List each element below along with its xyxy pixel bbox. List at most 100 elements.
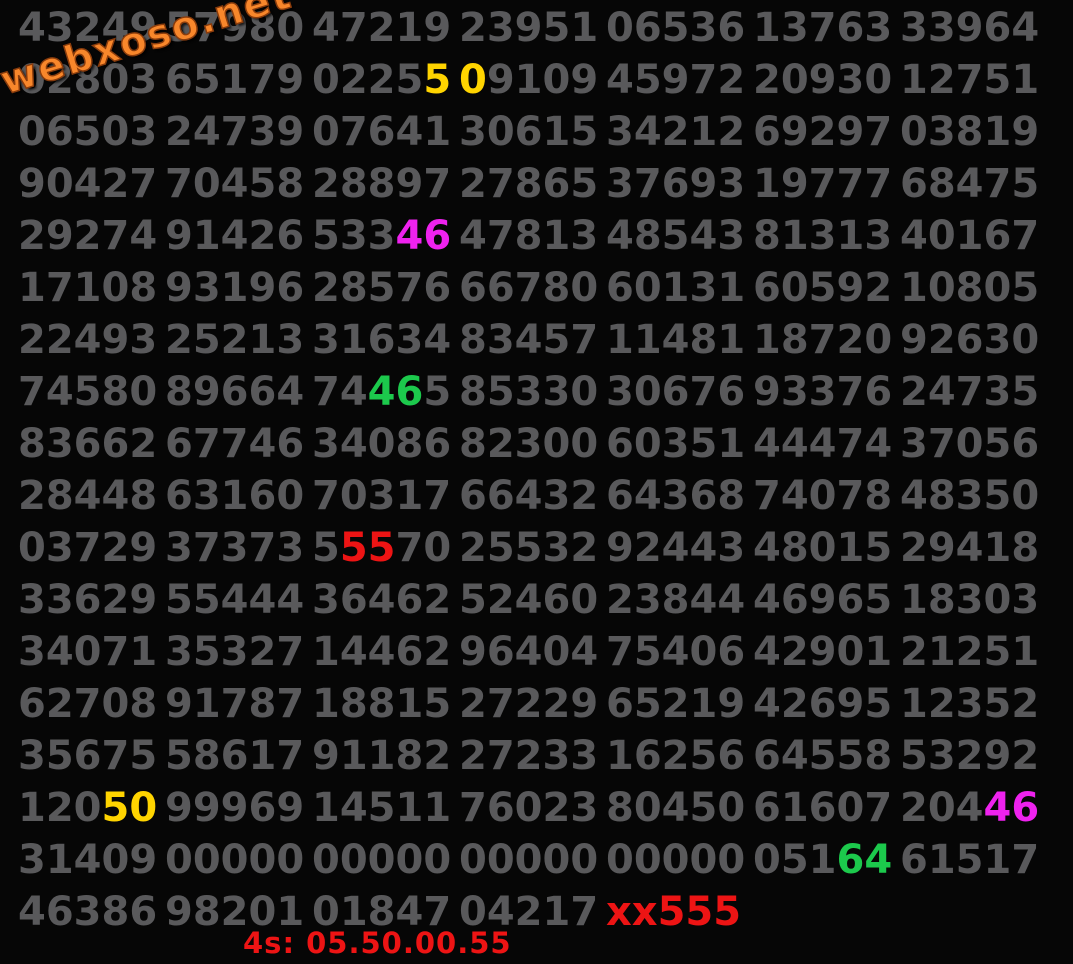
digits: 60592 <box>753 265 893 311</box>
digits: 48015 <box>753 525 893 571</box>
number-cell: 01847 <box>312 886 453 938</box>
number-cell: 67746 <box>165 418 306 470</box>
number-cell: 70317 <box>312 470 453 522</box>
digits: 74 <box>312 369 368 415</box>
digits: 93376 <box>753 369 893 415</box>
number-cell: 99969 <box>165 782 306 834</box>
number-cell: 53346 <box>312 210 453 262</box>
digits: 5 <box>423 369 452 415</box>
number-cell: 18720 <box>753 314 894 366</box>
number-cell: 19777 <box>753 158 894 210</box>
highlighted-digits: 46 <box>367 369 424 415</box>
digits: 60351 <box>606 421 746 467</box>
number-cell: 60351 <box>606 418 747 470</box>
digits: 96404 <box>459 629 599 675</box>
number-cell: 25213 <box>165 314 306 366</box>
number-cell: 02803 <box>18 54 159 106</box>
digits: 25213 <box>165 317 305 363</box>
digits: 25532 <box>459 525 599 571</box>
digits: 44474 <box>753 421 893 467</box>
number-cell: 91182 <box>312 730 453 782</box>
number-cell: 04217 <box>459 886 600 938</box>
number-cell: 64368 <box>606 470 747 522</box>
number-cell: 48543 <box>606 210 747 262</box>
digits: 12751 <box>900 57 1040 103</box>
number-cell: 58617 <box>165 730 306 782</box>
number-cell: 91787 <box>165 678 306 730</box>
number-cell: 52460 <box>459 574 600 626</box>
number-cell: 74580 <box>18 366 159 418</box>
digits: 61607 <box>753 785 893 831</box>
number-row: 34071 35327 14462 96404 75406 42901 21251 <box>18 626 1041 678</box>
digits: 31634 <box>312 317 452 363</box>
digits: 80450 <box>606 785 746 831</box>
highlighted-digits: 46 <box>395 213 452 259</box>
number-cell: 45972 <box>606 54 747 106</box>
digits: 70 <box>395 525 452 571</box>
number-cell: xx555 <box>606 886 747 938</box>
number-row: 90427 70458 28897 27865 37693 19777 68475 <box>18 158 1041 210</box>
number-cell: 00000 <box>459 834 600 886</box>
digits: 14462 <box>312 629 452 675</box>
number-cell: 34086 <box>312 418 453 470</box>
digits: 68475 <box>900 161 1040 207</box>
digits: 01847 <box>312 889 452 935</box>
number-cell: 91426 <box>165 210 306 262</box>
digits: 91182 <box>312 733 452 779</box>
highlighted-digits: 55 <box>339 525 396 571</box>
digits: 29274 <box>18 213 158 259</box>
number-cell: 25532 <box>459 522 600 574</box>
number-cell: 80450 <box>606 782 747 834</box>
number-cell: 65179 <box>165 54 306 106</box>
number-cell: 43249 <box>18 2 159 54</box>
number-cell: 89664 <box>165 366 306 418</box>
number-cell: 27229 <box>459 678 600 730</box>
digits: 70317 <box>312 473 452 519</box>
number-cell: 42901 <box>753 626 894 678</box>
number-cell: 06503 <box>18 106 159 158</box>
digits: 99969 <box>165 785 305 831</box>
digits: 48350 <box>900 473 1040 519</box>
number-row: 29274 91426 53346 47813 48543 81313 40167 <box>18 210 1041 262</box>
highlighted-digits: 64 <box>836 837 893 883</box>
number-row: 35675 58617 91182 27233 16256 64558 53292 <box>18 730 1041 782</box>
digits: 48543 <box>606 213 746 259</box>
digits: 07641 <box>312 109 452 155</box>
number-cell: 63160 <box>165 470 306 522</box>
digits: 04217 <box>459 889 599 935</box>
digits: 76023 <box>459 785 599 831</box>
number-cell: 35675 <box>18 730 159 782</box>
number-cell: 12751 <box>900 54 1041 106</box>
digits: 63160 <box>165 473 305 519</box>
number-cell: 46965 <box>753 574 894 626</box>
digits: 34086 <box>312 421 452 467</box>
digits: 27233 <box>459 733 599 779</box>
number-cell: 17108 <box>18 262 159 314</box>
number-cell: 66780 <box>459 262 600 314</box>
number-cell: 46386 <box>18 886 159 938</box>
number-cell: 48350 <box>900 470 1041 522</box>
number-cell: 05164 <box>753 834 894 886</box>
digits: 30676 <box>606 369 746 415</box>
number-cell: 81313 <box>753 210 894 262</box>
digits: 75406 <box>606 629 746 675</box>
digits: 92443 <box>606 525 746 571</box>
digits: 23951 <box>459 5 599 51</box>
number-row: 62708 91787 18815 27229 65219 42695 12352 <box>18 678 1041 730</box>
digits: 64558 <box>753 733 893 779</box>
digits: 83662 <box>18 421 158 467</box>
digits: 19777 <box>753 161 893 207</box>
number-cell: 00000 <box>165 834 306 886</box>
number-cell: 07641 <box>312 106 453 158</box>
number-cell: 11481 <box>606 314 747 366</box>
number-cell: 35327 <box>165 626 306 678</box>
digits: 89664 <box>165 369 305 415</box>
number-row: 31409 00000 00000 00000 00000 05164 61517 <box>18 834 1041 886</box>
digits: 37693 <box>606 161 746 207</box>
digits: 66780 <box>459 265 599 311</box>
digits: 10805 <box>900 265 1040 311</box>
highlighted-digits: 0 <box>459 57 487 103</box>
digits: 120 <box>18 785 102 831</box>
digits: 20930 <box>753 57 893 103</box>
